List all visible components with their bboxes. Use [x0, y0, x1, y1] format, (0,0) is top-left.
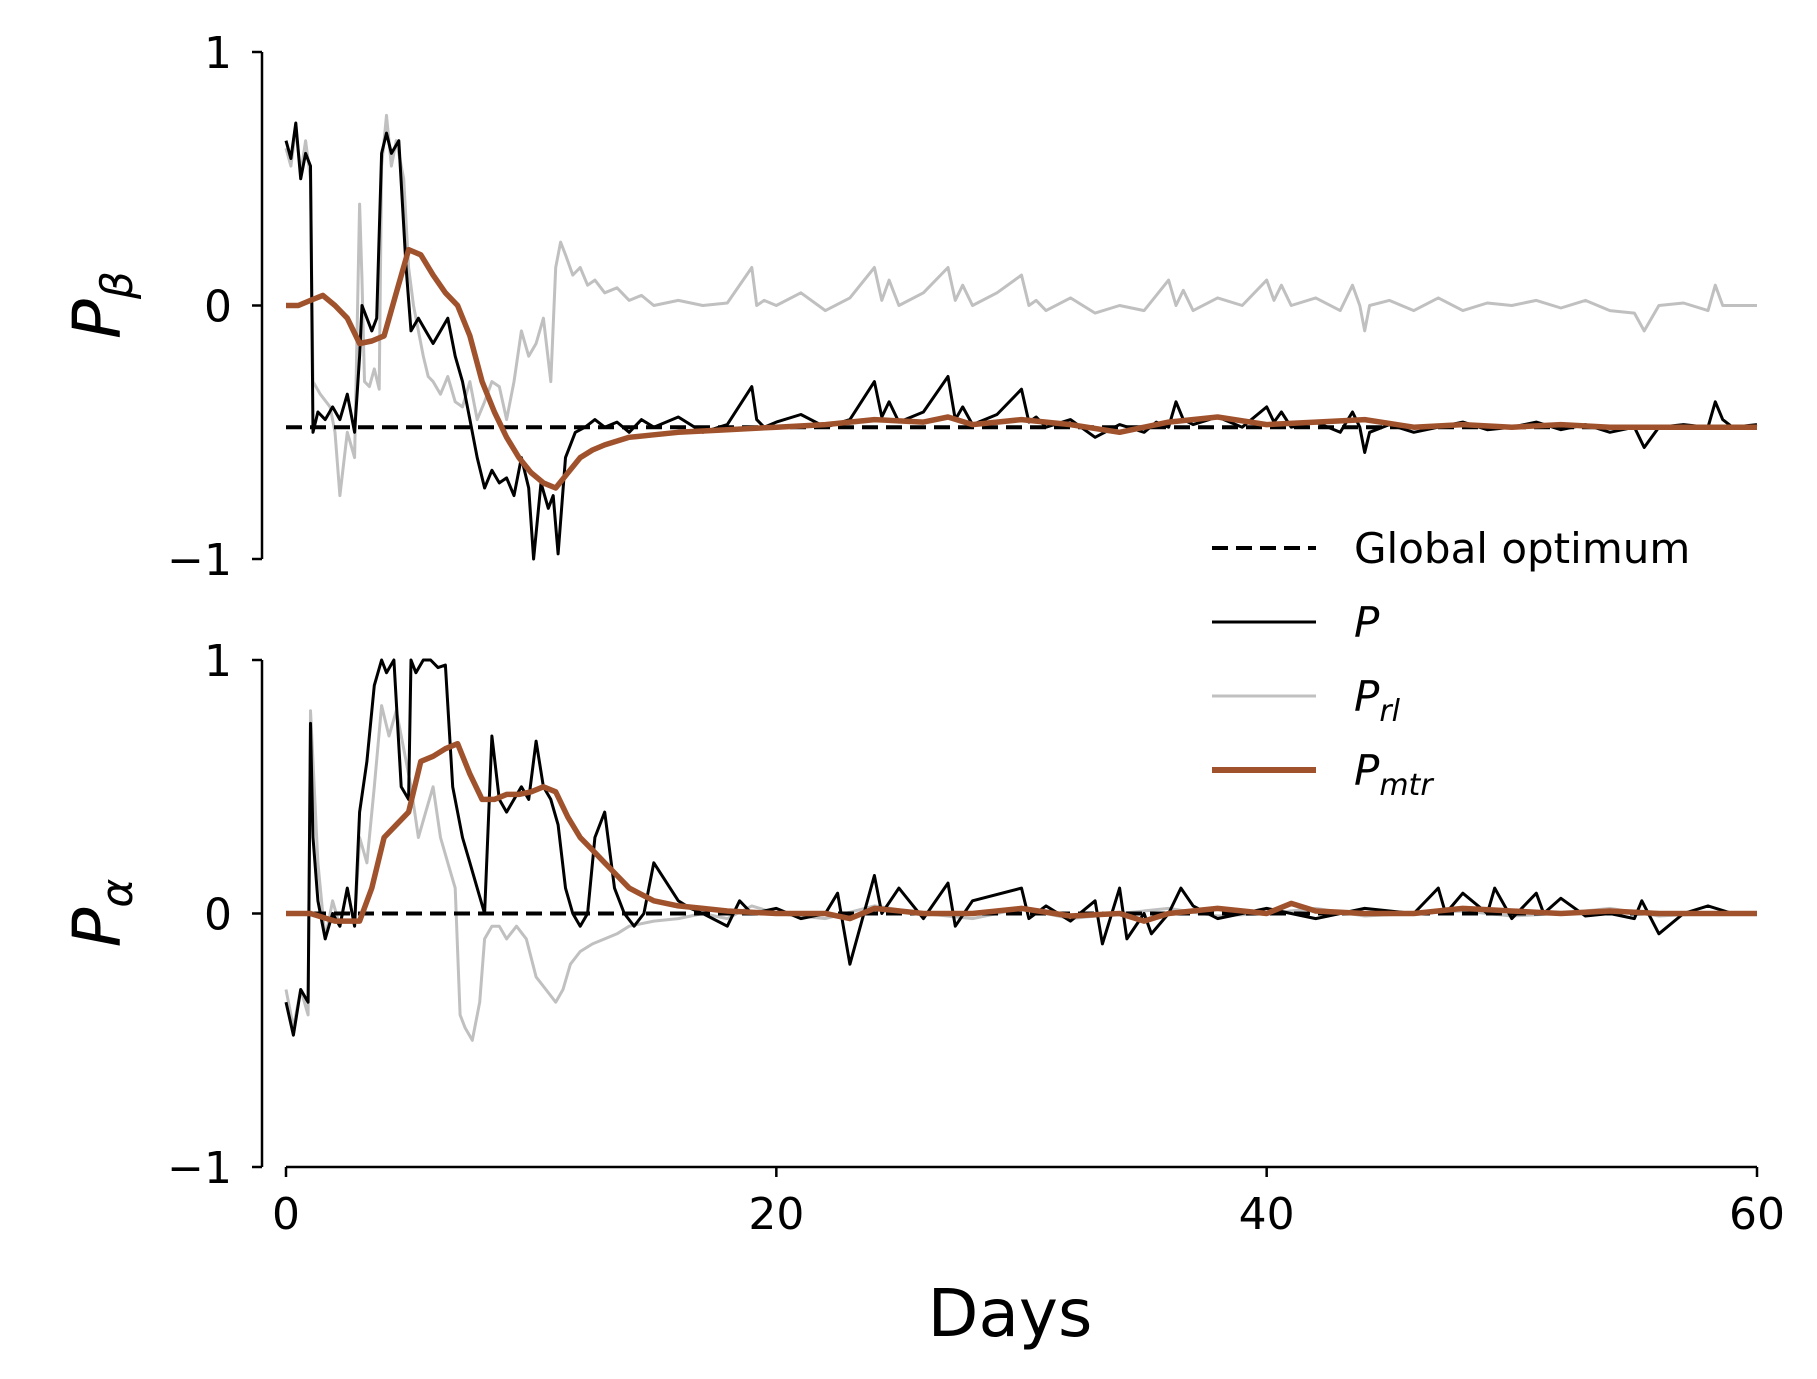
- top-series-p: [284, 121, 1758, 561]
- x-axis-label: Days: [928, 1275, 1093, 1352]
- top-series-p-mtr: [286, 246, 1757, 491]
- x-tick-label: 60: [1729, 1189, 1785, 1240]
- top-y-tick-label: 0: [204, 282, 232, 333]
- legend-label-p-mtr: Pmtr: [1354, 746, 1434, 803]
- x-tick-label: 20: [748, 1189, 804, 1240]
- panel-p-beta: −1 0 1 Pβ: [59, 28, 1758, 586]
- bottom-series-p: [284, 658, 1757, 1037]
- x-tick-label: 0: [272, 1189, 300, 1240]
- top-y-tick-label: 1: [204, 28, 232, 79]
- bottom-y-axis-label: Pα: [59, 879, 143, 948]
- bottom-series-p-mtr: [286, 740, 1757, 924]
- x-tick-label: 40: [1239, 1189, 1295, 1240]
- panel-p-alpha: −101 0 20 40 60 Pα Days: [59, 636, 1785, 1352]
- legend-label-p-rl: Prl: [1354, 672, 1401, 729]
- x-ticks: 0 20 40 60: [272, 1167, 1785, 1240]
- legend: Global optimum P Prl Pmtr: [1212, 524, 1690, 803]
- legend-item-p-rl: Prl: [1212, 672, 1401, 729]
- top-y-tick-label: −1: [167, 535, 232, 586]
- top-series-group: [284, 113, 1758, 561]
- legend-label-p: P: [1354, 598, 1380, 647]
- legend-item-p: P: [1212, 598, 1380, 647]
- legend-item-global-optimum: Global optimum: [1212, 524, 1690, 573]
- bottom-y-tick-label: −1: [167, 1143, 232, 1194]
- top-y-axis-label: Pβ: [59, 271, 143, 339]
- legend-label-global-optimum: Global optimum: [1354, 524, 1690, 573]
- bottom-y-tick-label: 0: [204, 890, 232, 941]
- bottom-series-group: [284, 658, 1757, 1042]
- bottom-y-tick-label: 1: [204, 636, 232, 687]
- bottom-y-ticks: −1 0 1: [167, 636, 262, 1194]
- bottom-series-p-rl: [284, 704, 1757, 1042]
- top-y-ticks: −1 0 1: [167, 28, 262, 586]
- legend-item-p-mtr: Pmtr: [1212, 746, 1434, 803]
